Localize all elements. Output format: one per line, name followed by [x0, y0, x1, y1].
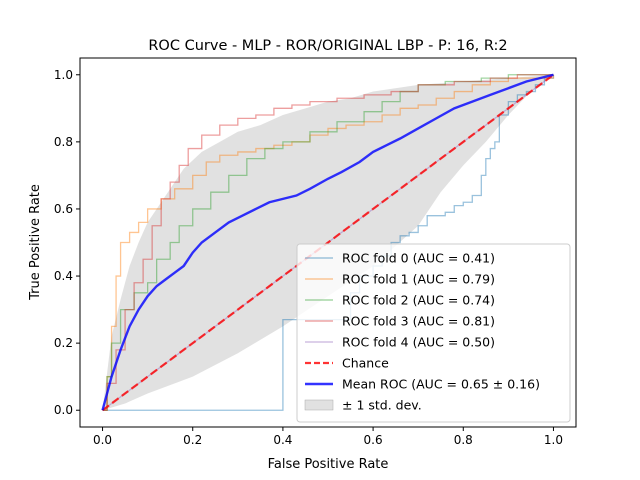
series-line-mean-roc — [101, 73, 554, 411]
legend-swatch-std-dev — [304, 399, 334, 411]
series-line-roc-fold-3 — [102, 74, 554, 411]
x-axis-label: False Positive Rate — [268, 457, 389, 472]
series-line-roc-fold-1 — [102, 74, 555, 411]
y-tick-label: 0.4 — [54, 269, 73, 283]
legend-box — [296, 243, 571, 423]
legend-label: ROC fold 0 (AUC = 0.41) — [342, 251, 495, 266]
series-line-chance — [101, 73, 555, 412]
x-axis-ticks: 0.0 0.2 0.4 0.6 0.8 1.0 — [93, 427, 563, 447]
x-tick-label: 0.8 — [454, 433, 473, 447]
x-tick-label: 1.0 — [544, 433, 563, 447]
legend: ROC fold 0 (AUC = 0.41) ROC fold 1 (AUC =… — [296, 243, 571, 423]
chart-title: ROC Curve - MLP - ROR/ORIGINAL LBP - P: … — [148, 38, 507, 54]
legend-label: Mean ROC (AUC = 0.65 ± 0.16) — [342, 377, 540, 392]
x-tick-label: 0.2 — [183, 433, 202, 447]
legend-label: ROC fold 1 (AUC = 0.79) — [342, 272, 495, 287]
x-tick-label: 0.4 — [273, 433, 292, 447]
y-tick-label: 0.8 — [54, 135, 73, 149]
y-tick-label: 0.6 — [54, 202, 73, 216]
legend-label: Chance — [342, 356, 389, 371]
legend-label: ROC fold 3 (AUC = 0.81) — [342, 314, 495, 329]
legend-label: ROC fold 4 (AUC = 0.50) — [342, 335, 495, 350]
plot-frame — [79, 57, 577, 428]
x-tick-label: 0.6 — [364, 433, 383, 447]
y-tick-label: 0.0 — [54, 403, 73, 417]
y-tick-label: 1.0 — [54, 68, 73, 82]
y-axis-ticks: 0.0 0.2 0.4 0.6 0.8 1.0 — [54, 68, 80, 417]
legend-label: ROC fold 2 (AUC = 0.74) — [342, 293, 495, 308]
series-line-roc-fold-2 — [102, 74, 554, 411]
y-tick-label: 0.2 — [54, 336, 73, 350]
legend-label: ± 1 std. dev. — [342, 398, 422, 413]
y-axis-label: True Positive Rate — [28, 184, 43, 301]
x-tick-label: 0.0 — [93, 433, 112, 447]
